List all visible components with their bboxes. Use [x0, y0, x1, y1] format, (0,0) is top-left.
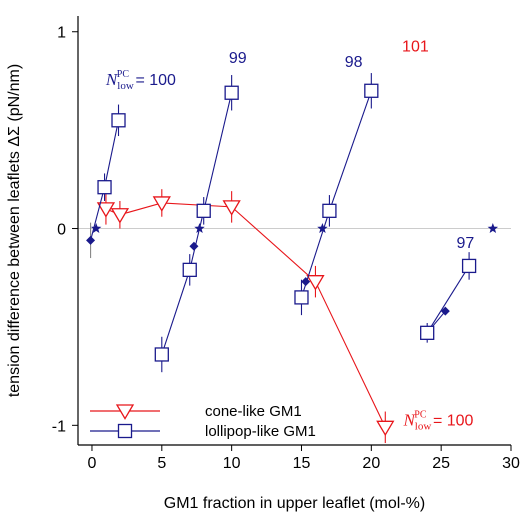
series-lollipop-line: [90, 187, 106, 241]
diamond-point: [301, 277, 311, 287]
x-tick-label: 15: [293, 455, 311, 472]
cone-point: [306, 275, 325, 291]
cone-point: [222, 200, 241, 216]
legend-entry: cone-like GM1: [90, 403, 302, 420]
interpolated-points: [86, 222, 450, 316]
x-tick-label: 20: [362, 455, 380, 472]
x-tick-label: 30: [502, 455, 520, 472]
y-axis-label: tension difference between leaflets ΔΣ (…: [6, 64, 23, 397]
star-point: [90, 223, 102, 233]
x-axis-label: GM1 fraction in upper leaflet (mol-%): [164, 495, 425, 512]
lollipop-point: [364, 83, 379, 98]
annotation-n100-blue: NlowPC = 100: [105, 69, 176, 92]
annotation-n101: 101: [402, 38, 429, 55]
cone-point: [152, 196, 171, 212]
y-tick-label: 0: [57, 222, 66, 239]
legend: cone-like GM1 lollipop-like GM1: [90, 403, 316, 440]
series-lollipop-line: [300, 90, 372, 298]
zero-crossing-points: [90, 223, 499, 233]
lollipop-point: [111, 113, 126, 128]
legend-marker: [117, 423, 133, 439]
series-lollipop-line: [161, 92, 233, 355]
annotation-n97: 97: [457, 235, 475, 252]
annotation-value: = 100: [131, 72, 176, 89]
annotation-n99: 99: [229, 50, 247, 67]
series-cone-line: [105, 202, 386, 428]
annotation-symbol: N: [105, 70, 119, 89]
lollipop-point: [224, 85, 239, 100]
annotation-subscript: low: [415, 420, 432, 432]
lollipop-point: [322, 203, 337, 218]
x-tick-label: 25: [432, 455, 450, 472]
annotation-symbol: N: [402, 410, 416, 429]
lollipop-point: [294, 290, 309, 305]
annotation-value: = 100: [429, 412, 474, 429]
axes: 0 5 10 15 20 25 30 -1 0 1 GM1 fraction in upper le…: [6, 16, 520, 512]
diamond-point: [86, 235, 96, 245]
annotation-superscript: PC: [117, 69, 130, 80]
lollipop-point: [97, 180, 112, 195]
x-tick-label: 5: [157, 455, 166, 472]
series-lollipop-line: [426, 265, 470, 334]
x-tick-label: 10: [223, 455, 241, 472]
legend-label: lollipop-like GM1: [205, 423, 316, 440]
lollipop-point: [461, 258, 477, 274]
star-point: [194, 223, 205, 233]
lollipop-point: [182, 262, 197, 278]
series-lollipop-like: [90, 73, 477, 373]
annotation-subscript: low: [117, 80, 134, 92]
legend-label: cone-like GM1: [205, 403, 302, 420]
data-marks: [86, 73, 499, 444]
star-point: [317, 223, 328, 233]
annotation-superscript: PC: [414, 409, 427, 420]
series-lollipop-line: [104, 120, 120, 188]
legend-entry: lollipop-like GM1: [90, 423, 316, 440]
annotation-n98: 98: [345, 54, 363, 71]
legend-marker: [115, 404, 135, 420]
cone-point: [110, 208, 130, 224]
lollipop-point: [420, 325, 435, 340]
lollipop-point: [154, 347, 169, 362]
lollipop-point: [196, 203, 211, 218]
diamond-point: [440, 306, 450, 316]
y-tick-label: 1: [57, 25, 66, 42]
annotation-n100-red: NlowPC = 100: [402, 409, 473, 432]
x-tick-label: 0: [88, 455, 97, 472]
diamond-point: [189, 241, 199, 251]
y-tick-label: -1: [52, 418, 66, 435]
cone-point: [376, 420, 395, 437]
cone-point: [96, 202, 116, 218]
star-point: [487, 223, 499, 233]
